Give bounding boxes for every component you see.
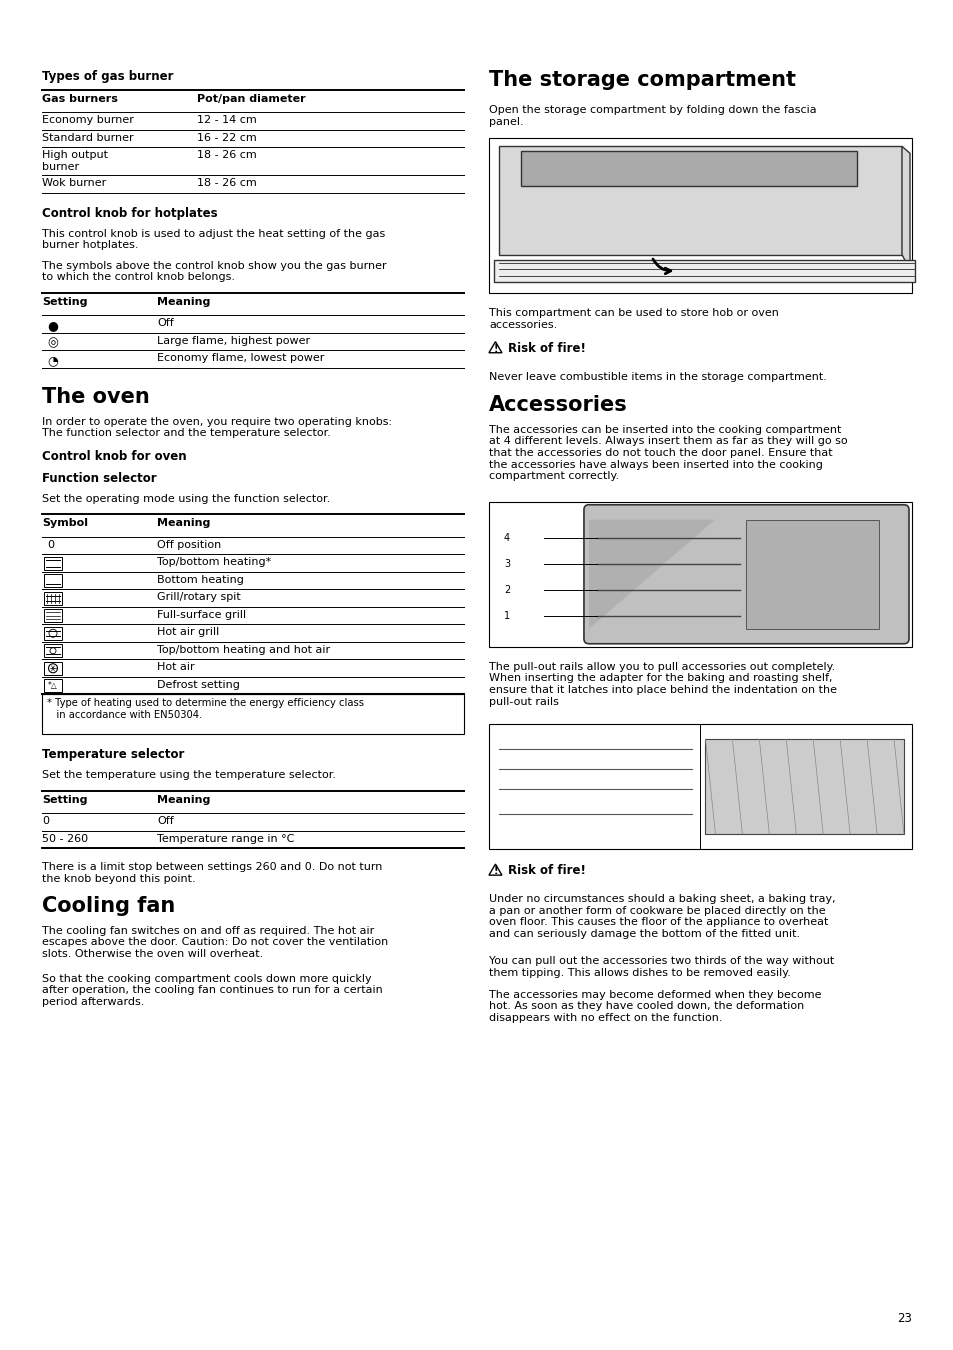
Text: Never leave combustible items in the storage compartment.: Never leave combustible items in the sto… [489,371,826,382]
Text: *△: *△ [48,682,58,690]
Text: Cooling fan: Cooling fan [42,895,175,915]
Text: Set the temperature using the temperature selector.: Set the temperature using the temperatur… [42,771,335,780]
Text: ◔: ◔ [47,354,58,367]
Text: Set the operating mode using the function selector.: Set the operating mode using the functio… [42,494,330,504]
Text: Standard burner: Standard burner [42,132,133,143]
Text: 18 - 26 cm: 18 - 26 cm [196,178,256,188]
Text: Control knob for hotplates: Control knob for hotplates [42,207,217,220]
Text: Off: Off [157,817,173,826]
Bar [44,591,62,605]
Text: !: ! [493,344,497,354]
Text: 16 - 22 cm: 16 - 22 cm [196,132,256,143]
Text: Types of gas burner: Types of gas burner [42,70,173,82]
Text: Grill/rotary spit: Grill/rotary spit [157,593,240,602]
Text: Wok burner: Wok burner [42,178,106,188]
Bar [44,662,62,675]
Text: 3: 3 [503,559,510,568]
Text: Economy burner: Economy burner [42,115,133,126]
Text: ●: ● [47,319,58,332]
Text: Control knob for oven: Control knob for oven [42,450,187,463]
Text: Top/bottom heating*: Top/bottom heating* [157,558,271,567]
Bar [704,738,903,834]
Text: Setting: Setting [42,795,88,805]
Text: The accessories may become deformed when they become
hot. As soon as they have c: The accessories may become deformed when… [489,990,821,1023]
Text: This compartment can be used to store hob or oven
accessories.: This compartment can be used to store ho… [489,308,778,329]
Bar [494,259,914,282]
Bar [44,644,62,657]
Text: The storage compartment: The storage compartment [489,70,795,90]
Text: Defrost setting: Defrost setting [157,680,239,690]
Text: 12 - 14 cm: 12 - 14 cm [196,115,256,126]
Bar [44,679,62,693]
Text: 0: 0 [42,817,49,826]
Text: Meaning: Meaning [157,795,211,805]
Text: Under no circumstances should a baking sheet, a baking tray,
a pan or another fo: Under no circumstances should a baking s… [489,894,835,938]
Text: Symbol: Symbol [42,518,88,528]
Text: Risk of fire!: Risk of fire! [507,342,585,355]
Text: Risk of fire!: Risk of fire! [507,864,585,878]
Text: This control knob is used to adjust the heat setting of the gas
burner hotplates: This control knob is used to adjust the … [42,228,385,250]
Text: Function selector: Function selector [42,472,156,485]
Text: 50 - 260: 50 - 260 [42,834,88,844]
Text: Temperature range in °C: Temperature range in °C [157,834,294,844]
Bar [489,502,911,647]
Text: The oven: The oven [42,386,150,406]
Bar [44,626,62,640]
Text: Full-surface grill: Full-surface grill [157,610,246,620]
Text: Large flame, highest power: Large flame, highest power [157,336,310,346]
Text: Gas burners: Gas burners [42,93,118,104]
Polygon shape [901,146,909,270]
Text: So that the cooking compartment cools down more quickly
after operation, the coo: So that the cooking compartment cools do… [42,973,382,1007]
Text: Temperature selector: Temperature selector [42,748,184,761]
Text: Meaning: Meaning [157,518,211,528]
Text: 2: 2 [503,585,510,595]
Text: ◎: ◎ [47,336,58,350]
Text: Pot/pan diameter: Pot/pan diameter [196,93,305,104]
Polygon shape [588,520,714,629]
Bar [745,520,878,629]
FancyBboxPatch shape [583,505,908,644]
Text: The symbols above the control knob show you the gas burner
to which the control : The symbols above the control knob show … [42,261,386,282]
Text: 23: 23 [896,1312,911,1324]
Bar [520,151,856,186]
Bar [42,694,463,734]
Text: You can pull out the accessories two thirds of the way without
them tipping. Thi: You can pull out the accessories two thi… [489,956,833,977]
Text: Off: Off [157,319,173,328]
Text: The pull-out rails allow you to pull accessories out completely.
When inserting : The pull-out rails allow you to pull acc… [489,662,836,706]
Bar [498,146,901,255]
Text: * Type of heating used to determine the energy efficiency class
   in accordance: * Type of heating used to determine the … [47,698,364,720]
Text: 4: 4 [503,533,510,543]
Text: Off position: Off position [157,540,221,549]
Text: 18 - 26 cm: 18 - 26 cm [196,150,256,161]
Text: Meaning: Meaning [157,297,211,306]
Text: There is a limit stop between settings 260 and 0. Do not turn
the knob beyond th: There is a limit stop between settings 2… [42,863,382,884]
Text: The accessories can be inserted into the cooking compartment
at 4 different leve: The accessories can be inserted into the… [489,425,846,482]
Text: Setting: Setting [42,297,88,306]
Text: In order to operate the oven, you require two operating knobs:
The function sele: In order to operate the oven, you requir… [42,417,392,439]
Text: Open the storage compartment by folding down the fascia
panel.: Open the storage compartment by folding … [489,105,816,127]
Text: Accessories: Accessories [489,396,627,414]
Text: !: ! [493,867,497,876]
Text: Hot air: Hot air [157,663,194,672]
Bar [44,574,62,587]
Text: 0: 0 [47,540,54,549]
Bar [489,138,911,293]
Bar [489,724,911,849]
Text: Bottom heating: Bottom heating [157,575,244,585]
Text: The cooling fan switches on and off as required. The hot air
escapes above the d: The cooling fan switches on and off as r… [42,926,388,958]
Text: High output
burner: High output burner [42,150,108,171]
Text: Top/bottom heating and hot air: Top/bottom heating and hot air [157,645,330,655]
Bar [44,556,62,570]
Text: 1: 1 [503,610,510,621]
Text: Hot air grill: Hot air grill [157,628,219,637]
Bar [44,609,62,622]
Text: Economy flame, lowest power: Economy flame, lowest power [157,354,324,363]
